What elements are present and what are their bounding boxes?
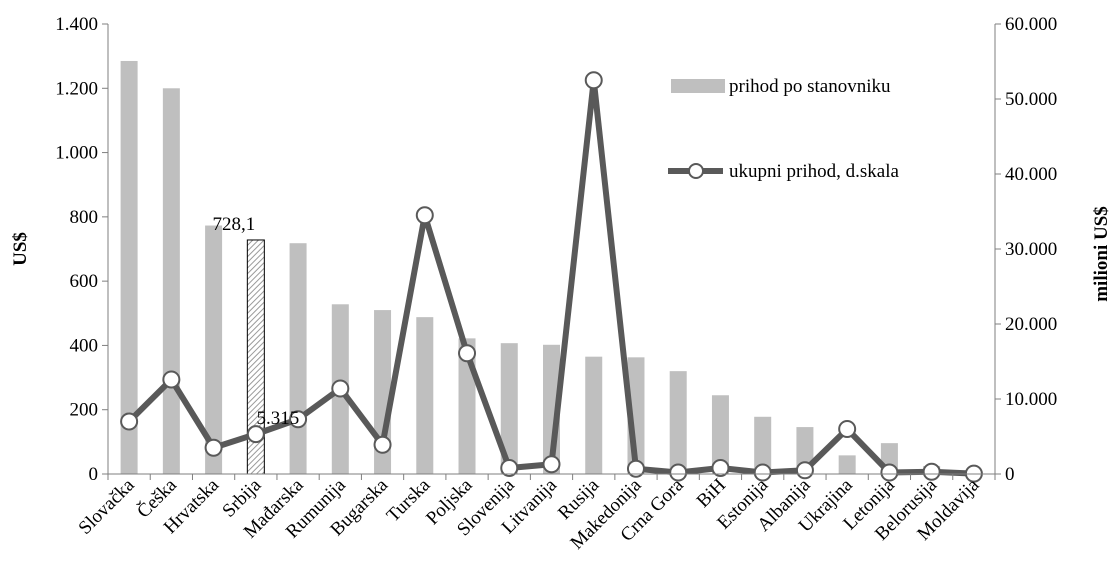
line-point <box>584 71 603 90</box>
left-y-axis: 0 200 400 600 800 1.000 1.200 1.400 <box>55 14 109 485</box>
line-point <box>626 459 645 478</box>
bar <box>289 243 307 474</box>
line-point <box>120 412 139 431</box>
bar <box>162 88 180 475</box>
legend-line-label: ukupni prihod, d.skala <box>729 161 899 182</box>
annotations: 728,1 5.315 <box>212 214 299 429</box>
left-tick-label: 1.000 <box>55 143 98 164</box>
legend-bar-swatch <box>671 79 725 93</box>
line-point <box>162 370 181 389</box>
right-tick-label: 30.000 <box>1005 239 1057 260</box>
line-point <box>458 344 477 363</box>
bar <box>711 395 729 474</box>
bar-series <box>120 60 983 475</box>
left-tick-label: 200 <box>70 400 99 421</box>
line-point <box>415 206 434 225</box>
line-point <box>880 463 899 482</box>
bar <box>669 371 687 474</box>
line-point <box>669 463 688 482</box>
left-tick-label: 1.200 <box>55 78 98 99</box>
line-point <box>753 463 772 482</box>
left-tick-label: 800 <box>70 207 99 228</box>
legend-line-marker <box>688 163 704 179</box>
legend-bar-label: prihod po stanovniku <box>729 76 891 97</box>
bar <box>838 455 856 474</box>
right-y-axis: 0 10.000 20.000 30.000 40.000 50.000 60.000 <box>994 14 1057 485</box>
legend: prihod po stanovniku ukupni prihod, d.ska… <box>668 76 899 182</box>
left-tick-label: 400 <box>70 335 99 356</box>
right-tick-label: 20.000 <box>1005 314 1057 335</box>
line-point <box>711 459 730 477</box>
bar <box>205 225 223 474</box>
line-point <box>500 459 519 477</box>
x-axis: SlovačkaČeškaHrvatskaSrbijaMađarskaRumun… <box>75 473 996 554</box>
bar <box>585 356 603 474</box>
line-series <box>120 71 983 483</box>
right-tick-label: 60.000 <box>1005 14 1057 35</box>
line-point <box>289 410 308 429</box>
line-value-label: 5.315 <box>256 408 299 429</box>
bar <box>120 60 138 474</box>
line-point <box>542 455 561 474</box>
x-tick-label: Slovačka <box>75 474 139 538</box>
right-tick-label: 50.000 <box>1005 89 1057 110</box>
right-tick-label: 40.000 <box>1005 164 1057 185</box>
right-axis-title: milioni US$ <box>1091 206 1112 302</box>
right-tick-label: 10.000 <box>1005 389 1057 410</box>
line-point <box>331 379 350 398</box>
bar <box>754 416 772 474</box>
left-tick-label: 600 <box>70 271 99 292</box>
line-point <box>922 462 941 481</box>
right-tick-label: 0 <box>1005 464 1015 485</box>
bar <box>500 343 518 474</box>
left-tick-label: 1.400 <box>55 14 98 35</box>
bar-value-label: 728,1 <box>212 214 255 235</box>
left-tick-label: 0 <box>89 464 99 485</box>
line-point <box>373 435 392 454</box>
left-axis-title: US$ <box>10 232 31 266</box>
line-point <box>838 420 857 438</box>
line-point <box>246 425 265 444</box>
line-point <box>204 438 223 457</box>
bar <box>416 317 434 474</box>
